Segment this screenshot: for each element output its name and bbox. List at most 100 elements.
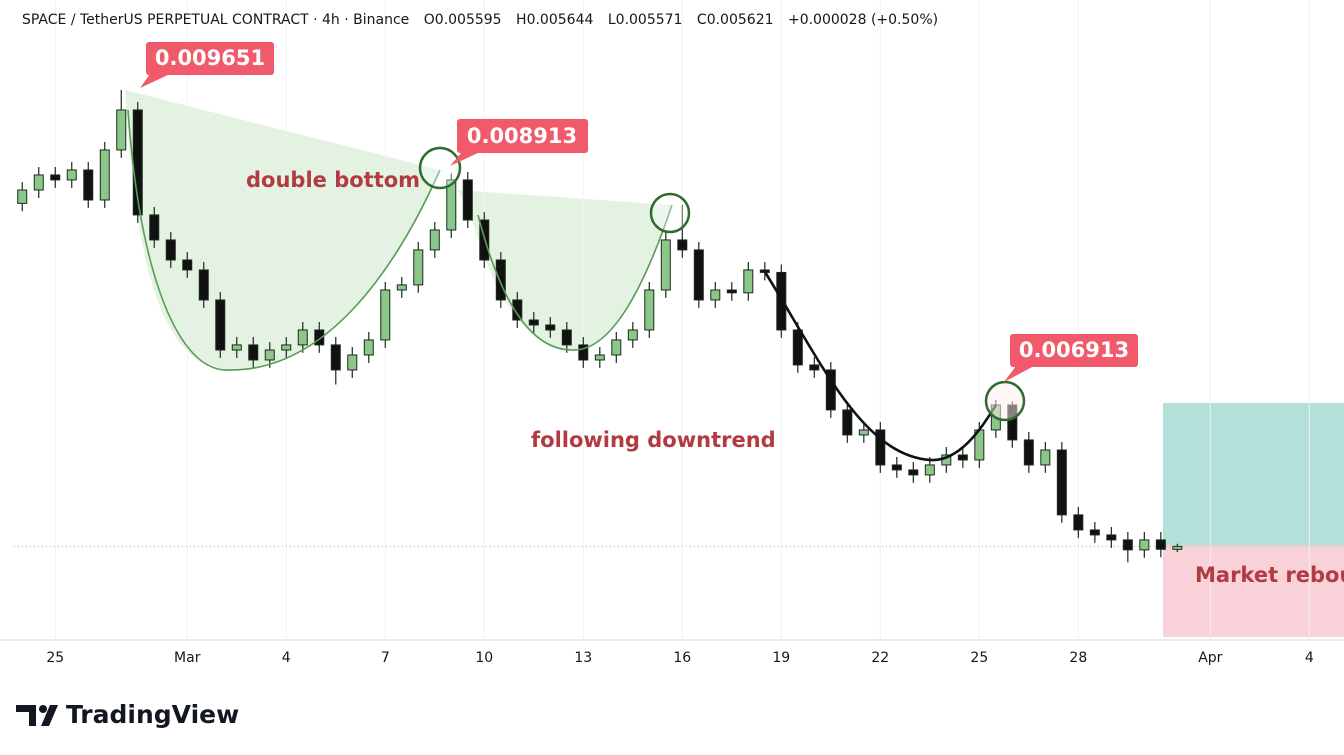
brand-logo bbox=[41, 705, 58, 726]
cup-curve bbox=[477, 204, 673, 351]
candle-body bbox=[50, 174, 61, 181]
callout-label: 0.006913 bbox=[1019, 338, 1129, 362]
candle-body bbox=[363, 339, 374, 356]
candle-body bbox=[759, 269, 770, 273]
candle-body bbox=[281, 344, 292, 351]
downtrend-curve bbox=[763, 271, 998, 462]
highlight-circle bbox=[984, 380, 1026, 422]
candle-body bbox=[149, 214, 160, 241]
candle-body bbox=[66, 169, 77, 181]
candle-body bbox=[710, 289, 721, 301]
candle-body bbox=[677, 239, 688, 251]
candle-body bbox=[644, 289, 655, 331]
callout-box bbox=[457, 119, 588, 153]
change: +0.000028 (+0.50%) bbox=[788, 12, 938, 28]
x-tick-label: 28 bbox=[1069, 650, 1087, 666]
candle-body bbox=[396, 284, 407, 291]
ohlc-value: 0.005571 bbox=[616, 12, 683, 28]
candle-body bbox=[198, 269, 209, 301]
callout: 0.008913 bbox=[450, 119, 588, 166]
ohlc-label: L bbox=[608, 12, 616, 28]
x-tick-label: 25 bbox=[46, 650, 64, 666]
callout: 0.009651 bbox=[140, 42, 274, 88]
callout: 0.006913 bbox=[1004, 334, 1138, 382]
candle-body bbox=[924, 464, 935, 476]
x-tick-label: 16 bbox=[673, 650, 691, 666]
ohlc-label: H bbox=[516, 12, 527, 28]
x-tick-label: 10 bbox=[475, 650, 493, 666]
candle-body bbox=[1023, 439, 1034, 466]
candle-body bbox=[528, 319, 539, 326]
symbol: SPACE / TetherUS PERPETUAL CONTRACT · 4h… bbox=[22, 12, 409, 28]
candle-body bbox=[495, 259, 506, 301]
brand-logo bbox=[39, 705, 47, 713]
stop-zone bbox=[1163, 545, 1344, 637]
candle-body bbox=[83, 169, 94, 201]
target-zone bbox=[1163, 403, 1344, 545]
candle-body bbox=[891, 464, 902, 471]
candle-body bbox=[693, 249, 704, 301]
pattern-label: double bottom bbox=[246, 168, 420, 192]
candle-body bbox=[809, 364, 820, 371]
ohlc-label: C bbox=[697, 12, 707, 28]
candle-body bbox=[462, 179, 473, 221]
header: SPACE / TetherUS PERPETUAL CONTRACT · 4h… bbox=[22, 12, 938, 28]
callout-box bbox=[146, 42, 274, 75]
candle-body bbox=[347, 354, 358, 371]
candle-body bbox=[330, 344, 341, 371]
callout-pointer bbox=[1004, 366, 1034, 382]
candle-body bbox=[413, 249, 424, 286]
candle-body bbox=[957, 454, 968, 461]
callout-box bbox=[1010, 334, 1138, 367]
ohlc-value: 0.005595 bbox=[435, 12, 502, 28]
candle-body bbox=[611, 339, 622, 356]
x-tick-label: Apr bbox=[1198, 650, 1222, 666]
trend-label: following downtrend bbox=[531, 428, 776, 452]
candle-body bbox=[825, 369, 836, 411]
callout-pointer bbox=[140, 74, 170, 88]
candle-body bbox=[660, 239, 671, 291]
candle-body bbox=[1089, 529, 1100, 536]
candle-body bbox=[792, 329, 803, 366]
highlight-circle bbox=[418, 146, 462, 190]
candle-body bbox=[1056, 449, 1067, 516]
position-label: Market rebound bbox=[1195, 563, 1344, 587]
cup-curve bbox=[127, 109, 441, 371]
candle-body bbox=[33, 174, 44, 191]
candle-body bbox=[314, 329, 325, 346]
callout-pointer bbox=[450, 152, 480, 166]
x-tick-label: 4 bbox=[282, 650, 291, 666]
x-tick-label: 4 bbox=[1305, 650, 1314, 666]
brand-name: TradingView bbox=[66, 700, 239, 729]
x-tick-label: Mar bbox=[174, 650, 201, 666]
callout-label: 0.008913 bbox=[467, 124, 577, 148]
x-tick-label: 22 bbox=[871, 650, 889, 666]
callout-label: 0.009651 bbox=[155, 46, 265, 70]
x-tick-label: 13 bbox=[574, 650, 592, 666]
candle-body bbox=[182, 259, 193, 271]
candle-body bbox=[380, 289, 391, 341]
candle-body bbox=[627, 329, 638, 341]
candle-body bbox=[429, 229, 440, 251]
brand-logo bbox=[16, 705, 36, 726]
candle-body bbox=[1106, 534, 1117, 541]
candle-body bbox=[116, 109, 127, 151]
candle-body bbox=[1155, 539, 1166, 550]
candle-body bbox=[561, 329, 572, 346]
highlight-circle bbox=[649, 192, 691, 234]
candle-body bbox=[512, 299, 523, 321]
candle-body bbox=[17, 189, 28, 204]
x-tick-label: 19 bbox=[772, 650, 790, 666]
candle-body bbox=[594, 354, 605, 361]
candle-body bbox=[1139, 539, 1150, 551]
ohlc-value: 0.005621 bbox=[707, 12, 774, 28]
candle-body bbox=[875, 429, 886, 466]
x-tick-label: 25 bbox=[970, 650, 988, 666]
brand: TradingView bbox=[16, 700, 239, 729]
candle-body bbox=[1122, 539, 1133, 551]
pattern-fill bbox=[458, 190, 672, 351]
candle-body bbox=[1172, 545, 1183, 550]
candle-body bbox=[446, 179, 457, 231]
